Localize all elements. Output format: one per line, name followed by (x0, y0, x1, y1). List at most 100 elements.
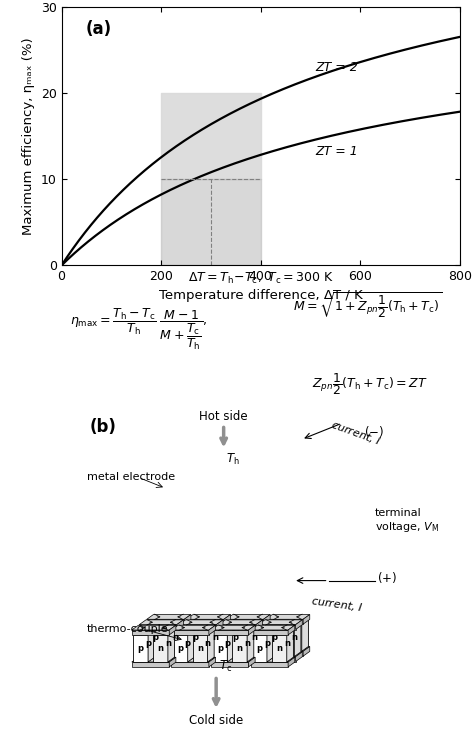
Polygon shape (172, 625, 216, 630)
Text: thermo-couple: thermo-couple (87, 625, 169, 634)
Polygon shape (303, 647, 310, 656)
Polygon shape (267, 624, 282, 651)
Polygon shape (251, 630, 288, 635)
Text: p: p (185, 639, 191, 647)
Polygon shape (216, 652, 223, 661)
Polygon shape (148, 630, 155, 662)
Polygon shape (179, 620, 223, 625)
Polygon shape (147, 651, 184, 656)
Polygon shape (184, 647, 191, 656)
Polygon shape (186, 619, 224, 624)
Text: n: n (205, 639, 210, 647)
Polygon shape (177, 652, 183, 661)
Polygon shape (200, 630, 215, 657)
Polygon shape (274, 625, 281, 657)
Polygon shape (179, 625, 216, 630)
Text: ZT = 1: ZT = 1 (316, 144, 358, 157)
Polygon shape (222, 620, 229, 651)
Polygon shape (265, 615, 310, 619)
Polygon shape (141, 625, 162, 630)
Polygon shape (172, 658, 216, 662)
Y-axis label: Maximum efficiency, ηₘₐₓ (%): Maximum efficiency, ηₘₐₓ (%) (22, 37, 36, 235)
Polygon shape (258, 625, 296, 630)
Polygon shape (267, 620, 289, 624)
Text: $\Delta T = T_{\mathrm{h}}\!-\!T_{\mathrm{c}},\ T_{\mathrm{c}} = 300\ \mathrm{K}: $\Delta T = T_{\mathrm{h}}\!-\!T_{\mathr… (188, 271, 334, 286)
Polygon shape (216, 620, 223, 630)
Polygon shape (226, 619, 264, 624)
Text: $Z_{pn}\dfrac{1}{2}(T_{\mathrm{h}}+T_{\mathrm{c}}) = ZT$: $Z_{pn}\dfrac{1}{2}(T_{\mathrm{h}}+T_{\m… (312, 371, 428, 397)
Polygon shape (265, 619, 303, 624)
Text: $T_\mathrm{h}$: $T_\mathrm{h}$ (227, 452, 240, 467)
Text: ZT = 2: ZT = 2 (316, 61, 358, 74)
Polygon shape (287, 630, 293, 662)
Polygon shape (247, 630, 254, 662)
Polygon shape (235, 625, 241, 657)
Text: Hot side: Hot side (200, 410, 248, 424)
Polygon shape (188, 630, 194, 662)
Polygon shape (172, 662, 209, 667)
Polygon shape (226, 615, 270, 619)
Polygon shape (183, 620, 190, 651)
Polygon shape (180, 625, 202, 630)
Polygon shape (179, 657, 216, 661)
Polygon shape (132, 630, 169, 635)
Polygon shape (161, 630, 175, 657)
Polygon shape (188, 624, 203, 651)
Polygon shape (192, 635, 208, 662)
Text: p: p (256, 644, 263, 653)
Polygon shape (302, 620, 309, 651)
Polygon shape (180, 630, 195, 657)
Polygon shape (211, 625, 255, 630)
Polygon shape (211, 658, 255, 662)
Text: n: n (212, 634, 218, 642)
Polygon shape (260, 625, 281, 630)
Polygon shape (212, 630, 234, 635)
Polygon shape (200, 625, 222, 630)
Polygon shape (287, 624, 302, 651)
Polygon shape (287, 620, 309, 624)
Polygon shape (252, 630, 273, 635)
Polygon shape (147, 615, 191, 619)
Polygon shape (260, 630, 274, 657)
Polygon shape (224, 647, 230, 656)
Polygon shape (168, 630, 174, 662)
Text: n: n (276, 644, 283, 653)
Polygon shape (139, 652, 183, 657)
Polygon shape (203, 620, 210, 651)
Polygon shape (209, 658, 216, 667)
Polygon shape (258, 652, 302, 657)
Polygon shape (247, 620, 269, 624)
Text: $(-)$: $(-)$ (364, 424, 384, 439)
X-axis label: Temperature difference, ΔΤ / K: Temperature difference, ΔΤ / K (159, 289, 363, 302)
Polygon shape (264, 615, 270, 624)
Polygon shape (163, 620, 170, 651)
Polygon shape (147, 647, 191, 651)
Polygon shape (258, 620, 302, 625)
Text: terminal
voltage, $V_\mathrm{M}$: terminal voltage, $V_\mathrm{M}$ (374, 508, 439, 534)
Text: n: n (284, 639, 290, 647)
Polygon shape (153, 635, 168, 662)
Polygon shape (265, 647, 310, 651)
Text: p: p (137, 644, 144, 653)
Polygon shape (161, 625, 182, 630)
Polygon shape (148, 620, 170, 624)
Text: Cold side: Cold side (189, 714, 243, 727)
Polygon shape (132, 662, 169, 667)
Polygon shape (279, 630, 294, 657)
Polygon shape (255, 625, 261, 657)
Text: (a): (a) (85, 20, 112, 38)
Text: n: n (252, 634, 258, 642)
Polygon shape (219, 657, 256, 661)
Text: n: n (173, 634, 178, 642)
Polygon shape (219, 625, 256, 630)
Polygon shape (209, 625, 216, 635)
Text: p: p (272, 634, 277, 642)
Polygon shape (272, 630, 293, 635)
Polygon shape (172, 630, 209, 635)
Text: p: p (153, 634, 159, 642)
Text: current, $I$: current, $I$ (328, 418, 383, 448)
Polygon shape (219, 652, 263, 657)
Polygon shape (188, 620, 210, 624)
Polygon shape (282, 620, 289, 651)
Polygon shape (220, 630, 235, 657)
